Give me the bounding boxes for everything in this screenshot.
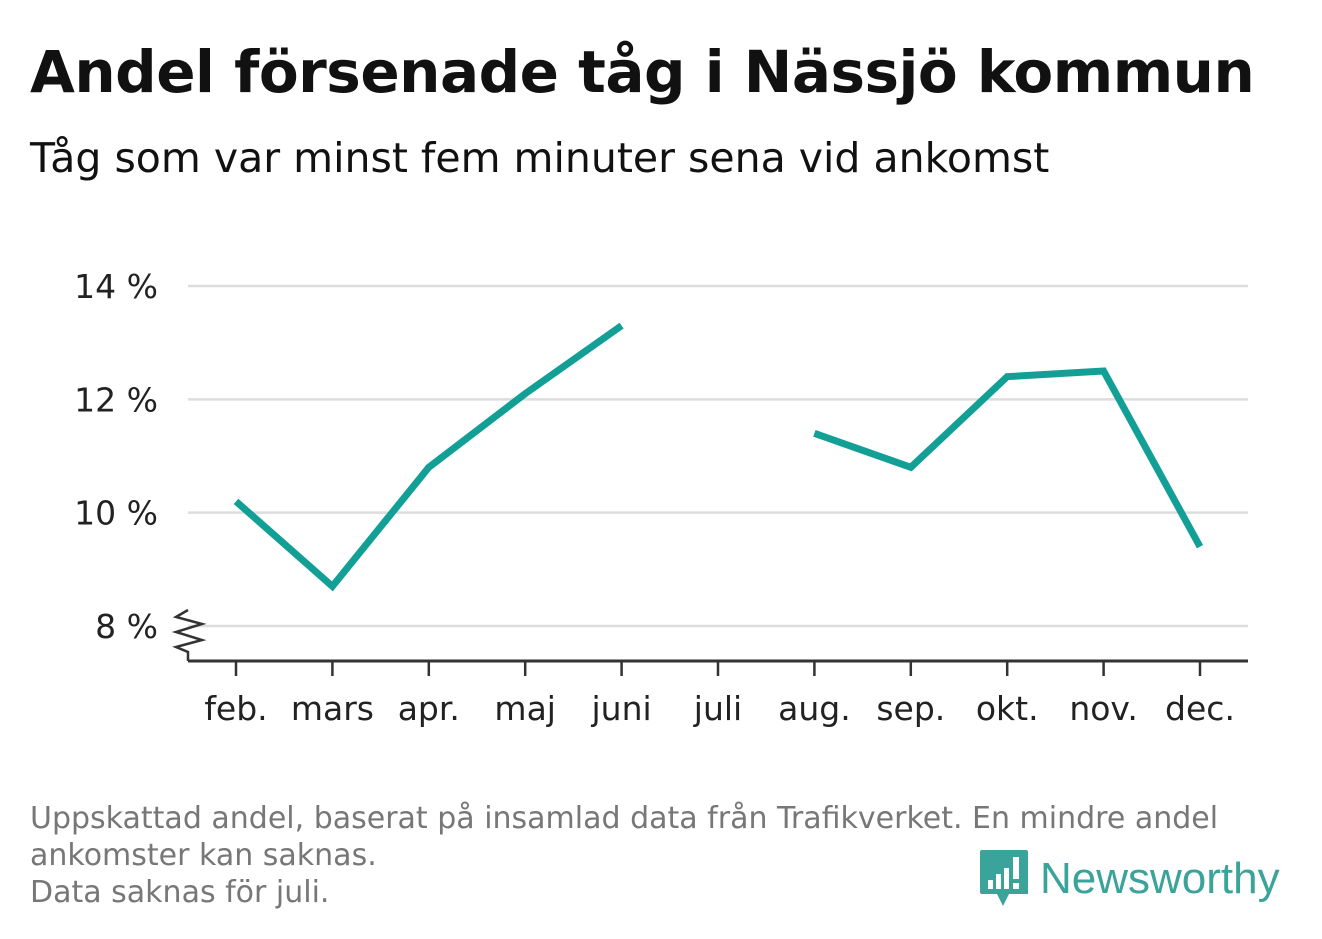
line-chart: 8 % 10 % 12 % 14 % feb. mars apr. maj juni juli a… <box>74 267 1248 728</box>
footnote-line-3: Data saknas för juli. <box>30 875 330 910</box>
x-tick-label: feb. <box>204 689 267 728</box>
chart-subtitle: Tåg som var minst fem minuter sena vid a… <box>30 134 1050 182</box>
brand-name: Newsworthy <box>1040 854 1280 903</box>
x-tick-label: juli <box>693 689 742 728</box>
y-tick-label: 8 % <box>95 607 158 646</box>
grid-lines <box>188 284 1248 628</box>
x-tick-label: sep. <box>876 689 945 728</box>
x-axis-ticks: feb. mars apr. maj juni juli aug. sep. okt. nov. d… <box>204 661 1235 728</box>
series-line <box>813 367 1204 549</box>
brand-logo: Newsworthy <box>978 848 1280 910</box>
newsworthy-logo-icon <box>980 850 1028 906</box>
series-lines <box>233 322 1204 592</box>
x-tick-label: dec. <box>1165 689 1235 728</box>
y-tick-label: 10 % <box>74 494 158 533</box>
footnote-line-1: Uppskattad andel, baserat på insamlad da… <box>30 801 1219 836</box>
x-tick-label: mars <box>291 689 374 728</box>
series-line <box>233 322 624 592</box>
y-axis-ticks: 8 % 10 % 12 % 14 % <box>74 267 158 646</box>
x-tick-label: juni <box>591 689 652 728</box>
x-tick-label: apr. <box>398 689 460 728</box>
footnote-line-2: ankomster kan saknas. <box>30 838 377 873</box>
x-tick-label: maj <box>494 689 556 728</box>
footnote: Uppskattad andel, baserat på insamlad da… <box>30 800 1218 911</box>
y-tick-label: 14 % <box>74 267 158 306</box>
x-axis <box>171 608 1248 663</box>
axis-break-icon <box>171 608 207 661</box>
chart-title: Andel försenade tåg i Nässjö kommun <box>30 38 1255 106</box>
x-tick-label: nov. <box>1069 689 1138 728</box>
y-tick-label: 12 % <box>74 380 158 419</box>
x-tick-label: aug. <box>778 689 851 728</box>
x-tick-label: okt. <box>976 689 1039 728</box>
